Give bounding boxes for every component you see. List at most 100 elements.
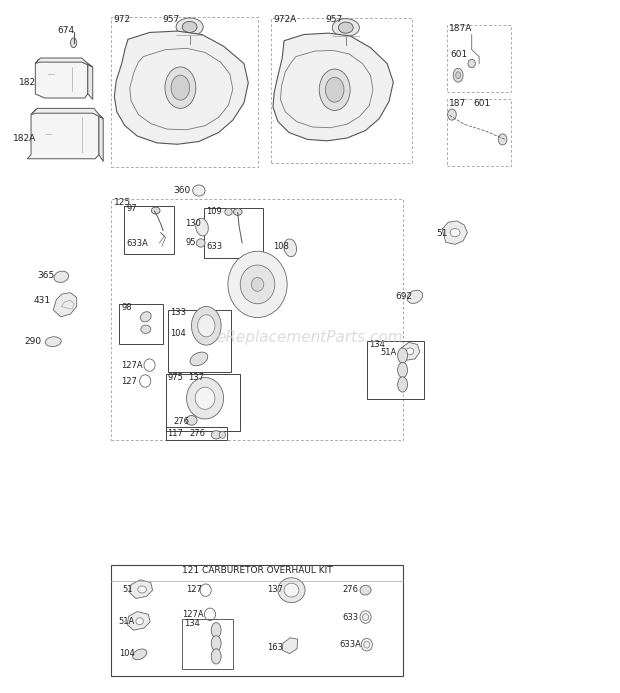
Ellipse shape xyxy=(186,416,197,426)
Text: 127: 127 xyxy=(187,585,203,594)
Ellipse shape xyxy=(136,617,143,624)
Text: 975: 975 xyxy=(167,373,184,382)
Polygon shape xyxy=(88,64,93,99)
Text: 133: 133 xyxy=(170,308,187,317)
Ellipse shape xyxy=(397,362,407,378)
Ellipse shape xyxy=(192,306,221,345)
Ellipse shape xyxy=(364,641,370,648)
Polygon shape xyxy=(27,109,99,159)
Ellipse shape xyxy=(278,578,305,603)
Ellipse shape xyxy=(456,72,461,79)
Polygon shape xyxy=(130,580,153,599)
Text: 51: 51 xyxy=(122,585,133,594)
Text: 957: 957 xyxy=(326,15,343,24)
Polygon shape xyxy=(282,638,298,653)
Ellipse shape xyxy=(228,252,287,317)
Ellipse shape xyxy=(284,239,296,256)
Ellipse shape xyxy=(453,69,463,82)
Ellipse shape xyxy=(211,635,221,651)
Polygon shape xyxy=(35,60,88,98)
Polygon shape xyxy=(114,31,248,144)
Text: 290: 290 xyxy=(25,337,42,346)
Ellipse shape xyxy=(193,185,205,196)
Ellipse shape xyxy=(360,586,371,595)
Text: 127A: 127A xyxy=(182,610,204,619)
Polygon shape xyxy=(35,58,93,67)
Ellipse shape xyxy=(54,271,69,283)
Polygon shape xyxy=(31,108,104,119)
Text: 104: 104 xyxy=(119,649,135,658)
Text: 972: 972 xyxy=(113,15,130,24)
Ellipse shape xyxy=(339,22,353,33)
Ellipse shape xyxy=(211,649,221,664)
Ellipse shape xyxy=(251,277,264,291)
Ellipse shape xyxy=(176,18,203,36)
Text: 633A: 633A xyxy=(340,640,361,649)
Ellipse shape xyxy=(468,60,476,68)
Text: 187: 187 xyxy=(449,99,466,108)
Text: 137: 137 xyxy=(267,585,283,594)
Ellipse shape xyxy=(397,377,407,392)
Ellipse shape xyxy=(182,21,197,33)
Ellipse shape xyxy=(198,315,215,337)
Text: 633: 633 xyxy=(343,613,359,622)
Ellipse shape xyxy=(141,325,151,333)
Text: 276: 276 xyxy=(173,416,189,426)
Text: 51A: 51A xyxy=(380,348,397,357)
Ellipse shape xyxy=(187,378,224,419)
Ellipse shape xyxy=(498,134,507,145)
Text: 957: 957 xyxy=(162,15,180,24)
Text: 137: 137 xyxy=(188,373,204,382)
Text: 98: 98 xyxy=(121,304,132,313)
Text: 601: 601 xyxy=(474,99,491,108)
Text: 431: 431 xyxy=(33,297,51,306)
Text: 633A: 633A xyxy=(126,239,148,248)
Text: 97: 97 xyxy=(126,204,136,213)
Text: 51A: 51A xyxy=(118,617,135,626)
Polygon shape xyxy=(399,342,420,360)
Ellipse shape xyxy=(133,649,147,660)
Ellipse shape xyxy=(171,76,190,100)
Text: 674: 674 xyxy=(57,26,74,35)
Ellipse shape xyxy=(448,109,456,120)
Ellipse shape xyxy=(407,290,423,304)
Text: 182: 182 xyxy=(19,78,36,87)
Ellipse shape xyxy=(363,613,369,620)
Ellipse shape xyxy=(190,352,208,366)
Text: eReplacementParts.com: eReplacementParts.com xyxy=(216,330,404,345)
Text: 276: 276 xyxy=(343,585,359,594)
Text: 121 CARBURETOR OVERHAUL KIT: 121 CARBURETOR OVERHAUL KIT xyxy=(182,566,332,575)
Ellipse shape xyxy=(326,78,344,102)
Ellipse shape xyxy=(319,69,350,110)
Polygon shape xyxy=(127,611,150,630)
Ellipse shape xyxy=(165,67,196,108)
Text: 95: 95 xyxy=(185,238,196,247)
Text: 117: 117 xyxy=(167,429,184,438)
Text: 134: 134 xyxy=(184,619,200,628)
Ellipse shape xyxy=(184,40,196,49)
Ellipse shape xyxy=(406,348,414,355)
Text: 187A: 187A xyxy=(449,24,472,33)
Text: 365: 365 xyxy=(37,271,55,280)
Text: 127: 127 xyxy=(121,376,137,385)
Ellipse shape xyxy=(196,218,208,236)
Ellipse shape xyxy=(141,312,151,322)
Text: 127A: 127A xyxy=(121,360,143,369)
Polygon shape xyxy=(442,221,467,245)
Text: 109: 109 xyxy=(206,207,222,216)
Ellipse shape xyxy=(195,387,215,410)
Text: 125: 125 xyxy=(113,198,131,207)
Ellipse shape xyxy=(397,348,407,363)
Ellipse shape xyxy=(138,586,146,593)
Text: 601: 601 xyxy=(450,50,467,59)
Ellipse shape xyxy=(211,431,221,439)
Text: 51: 51 xyxy=(436,229,448,238)
Ellipse shape xyxy=(340,41,352,49)
Ellipse shape xyxy=(197,239,205,247)
Ellipse shape xyxy=(219,432,226,438)
Ellipse shape xyxy=(241,265,275,304)
Ellipse shape xyxy=(211,622,221,638)
Ellipse shape xyxy=(234,209,242,216)
Text: 182A: 182A xyxy=(12,134,36,143)
Polygon shape xyxy=(53,292,77,317)
